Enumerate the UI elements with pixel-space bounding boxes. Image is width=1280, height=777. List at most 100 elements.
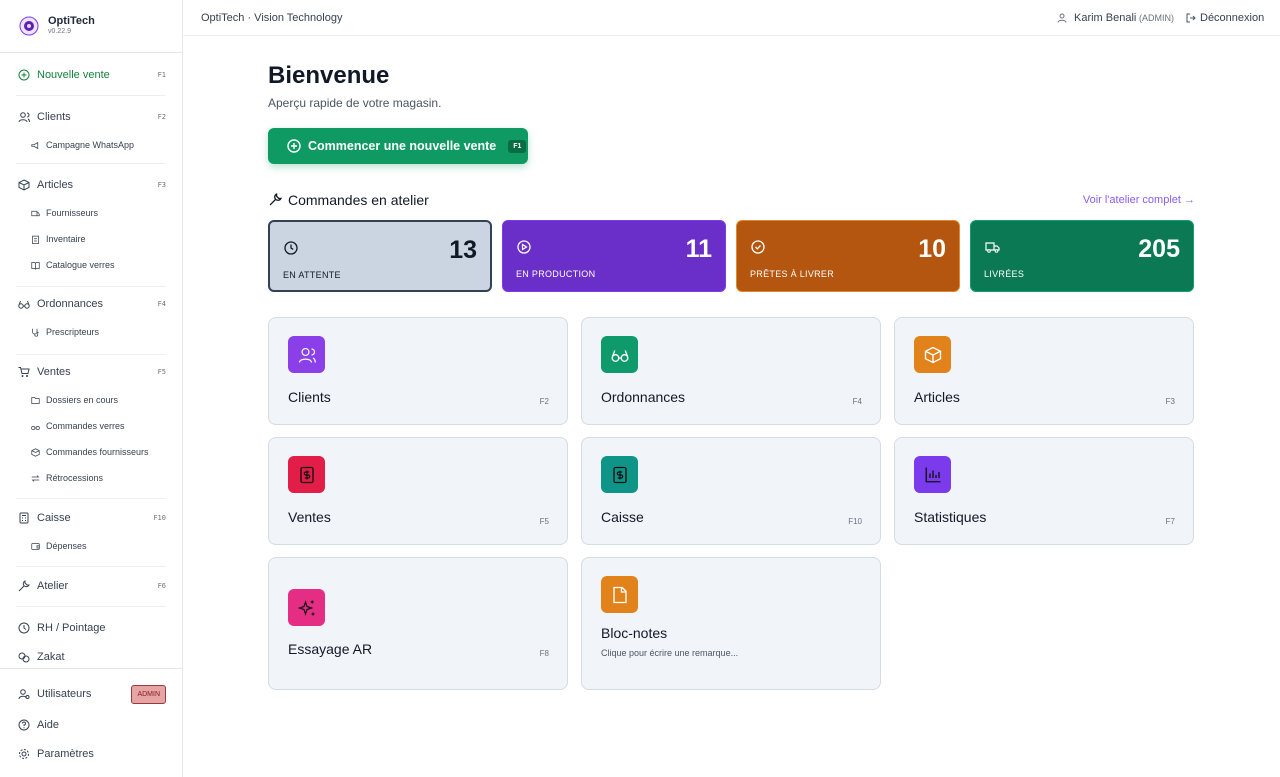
app-title: OptiTech · Vision Technology	[201, 12, 343, 24]
divider	[0, 52, 182, 53]
module-tile[interactable]: Statistiques F7	[894, 437, 1194, 545]
shortcut: F3	[157, 181, 166, 189]
nav-subitem[interactable]: Catalogue verres	[31, 255, 166, 275]
nav-label: Fournisseurs	[46, 208, 99, 218]
nav-subitem[interactable]: Prescripteurs	[31, 322, 166, 342]
nav-item[interactable]: Caisse F10	[18, 508, 166, 528]
nav-item[interactable]: Atelier F6	[18, 576, 166, 596]
module-tile[interactable]: Caisse F10	[581, 437, 881, 545]
nav-label: Clients	[37, 111, 71, 123]
divider	[16, 163, 166, 164]
nav-item[interactable]: Paramètres	[18, 744, 166, 764]
nav-item[interactable]: Zakat	[18, 647, 166, 667]
module-tile[interactable]: Bloc-notes Clique pour écrire une remarq…	[581, 557, 881, 690]
shortcut: F4	[157, 300, 166, 308]
nav-label: Ordonnances	[37, 298, 104, 310]
page-title: Bienvenue	[268, 62, 390, 89]
logout[interactable]: Déconnexion	[1200, 12, 1265, 24]
tile-icon	[288, 336, 325, 373]
nav-item[interactable]: Ordonnances F4	[18, 294, 166, 314]
tile-label: Caisse	[601, 509, 644, 525]
nav-label: Dossiers en cours	[46, 395, 119, 405]
status-card[interactable]: 13 EN ATTENTE	[268, 220, 492, 292]
shortcut: F1	[157, 71, 166, 79]
user-name: Karim Benali	[1074, 12, 1137, 24]
status-card[interactable]: 205 LIVRÉES	[970, 220, 1194, 292]
status-card[interactable]: 10 PRÊTES À LIVRER	[736, 220, 960, 292]
shortcut: F1	[508, 139, 527, 153]
tile-icon	[914, 336, 951, 373]
tile-label: Bloc-notes	[601, 625, 668, 641]
new-sale-button[interactable]: Commencer une nouvelle vente F1	[268, 128, 528, 164]
nav-label: Zakat	[37, 651, 65, 663]
status-label: LIVRÉES	[984, 269, 1025, 279]
nav-item[interactable]: RH / Pointage	[18, 618, 166, 638]
divider	[16, 286, 166, 287]
divider	[16, 95, 166, 96]
tile-icon	[914, 456, 951, 493]
shortcut: F2	[539, 397, 549, 406]
divider	[0, 668, 182, 669]
shortcut: F3	[1165, 397, 1175, 406]
tile-description: Clique pour écrire une remarque...	[601, 648, 739, 658]
nav-item[interactable]: Clients F2	[18, 107, 166, 127]
shortcut: F8	[539, 649, 549, 658]
status-card[interactable]: 11 EN PRODUCTION	[502, 220, 726, 292]
user-role: (ADMIN)	[1139, 13, 1174, 23]
nav-subitem[interactable]: Dépenses	[31, 536, 166, 556]
shortcut: F5	[539, 517, 549, 526]
nav-item[interactable]: Ventes F5	[18, 362, 166, 382]
tile-icon	[601, 336, 638, 373]
nav-item[interactable]: Nouvelle vente F1	[18, 65, 166, 85]
module-tile[interactable]: Articles F3	[894, 317, 1194, 425]
status-label: EN PRODUCTION	[516, 269, 596, 279]
status-count: 205	[1138, 235, 1180, 263]
module-tile[interactable]: Ordonnances F4	[581, 317, 881, 425]
divider	[16, 566, 166, 567]
nav-label: Dépenses	[46, 541, 87, 551]
tile-icon	[288, 456, 325, 493]
nav-subitem[interactable]: Commandes fournisseurs	[31, 442, 166, 462]
nav-label: Aide	[37, 719, 60, 731]
nav-subitem[interactable]: Inventaire	[31, 229, 166, 249]
nav-subitem[interactable]: Rétrocessions	[31, 468, 166, 488]
shortcut: F10	[153, 514, 166, 522]
tile-icon	[601, 456, 638, 493]
nav-label: Inventaire	[46, 234, 86, 244]
module-tile[interactable]: Ventes F5	[268, 437, 568, 545]
nav-item[interactable]: Aide	[18, 715, 166, 735]
shortcut: F7	[1165, 517, 1175, 526]
shortcut: F2	[157, 113, 166, 121]
status-count: 10	[918, 235, 946, 263]
status-label: PRÊTES À LIVRER	[750, 269, 835, 279]
workshop-link[interactable]: Voir l'atelier complet →	[1082, 194, 1195, 206]
nav-subitem[interactable]: Dossiers en cours	[31, 390, 166, 410]
nav-subitem[interactable]: Fournisseurs	[31, 203, 166, 223]
nav-label: Catalogue verres	[46, 260, 115, 270]
status-label: EN ATTENTE	[283, 270, 341, 280]
nav-label: Caisse	[37, 512, 71, 524]
brand: OptiTech	[48, 15, 95, 27]
nav-label: Prescripteurs	[46, 327, 100, 337]
play-icon	[517, 240, 531, 254]
nav-label: Nouvelle vente	[37, 69, 110, 81]
nav-item[interactable]: Utilisateurs ADMIN	[18, 684, 166, 704]
module-tile[interactable]: Clients F2	[268, 317, 568, 425]
logo	[19, 16, 39, 36]
logout-icon	[1186, 13, 1196, 23]
tile-label: Essayage AR	[288, 641, 373, 657]
nav-label: Campagne WhatsApp	[46, 140, 135, 150]
shortcut: F4	[852, 397, 862, 406]
tile-icon	[601, 576, 638, 613]
wrench-icon	[269, 193, 282, 206]
nav-label: RH / Pointage	[37, 622, 106, 634]
topbar: OptiTech · Vision Technology Karim Benal…	[183, 0, 1280, 36]
nav-label: Ventes	[37, 366, 71, 378]
clock-icon	[284, 241, 298, 255]
nav-item[interactable]: Articles F3	[18, 175, 166, 195]
nav-label: Rétrocessions	[46, 473, 104, 483]
nav-subitem[interactable]: Commandes verres	[31, 416, 166, 436]
module-tile[interactable]: Essayage AR F8	[268, 557, 568, 690]
nav-subitem[interactable]: Campagne WhatsApp	[31, 135, 166, 155]
